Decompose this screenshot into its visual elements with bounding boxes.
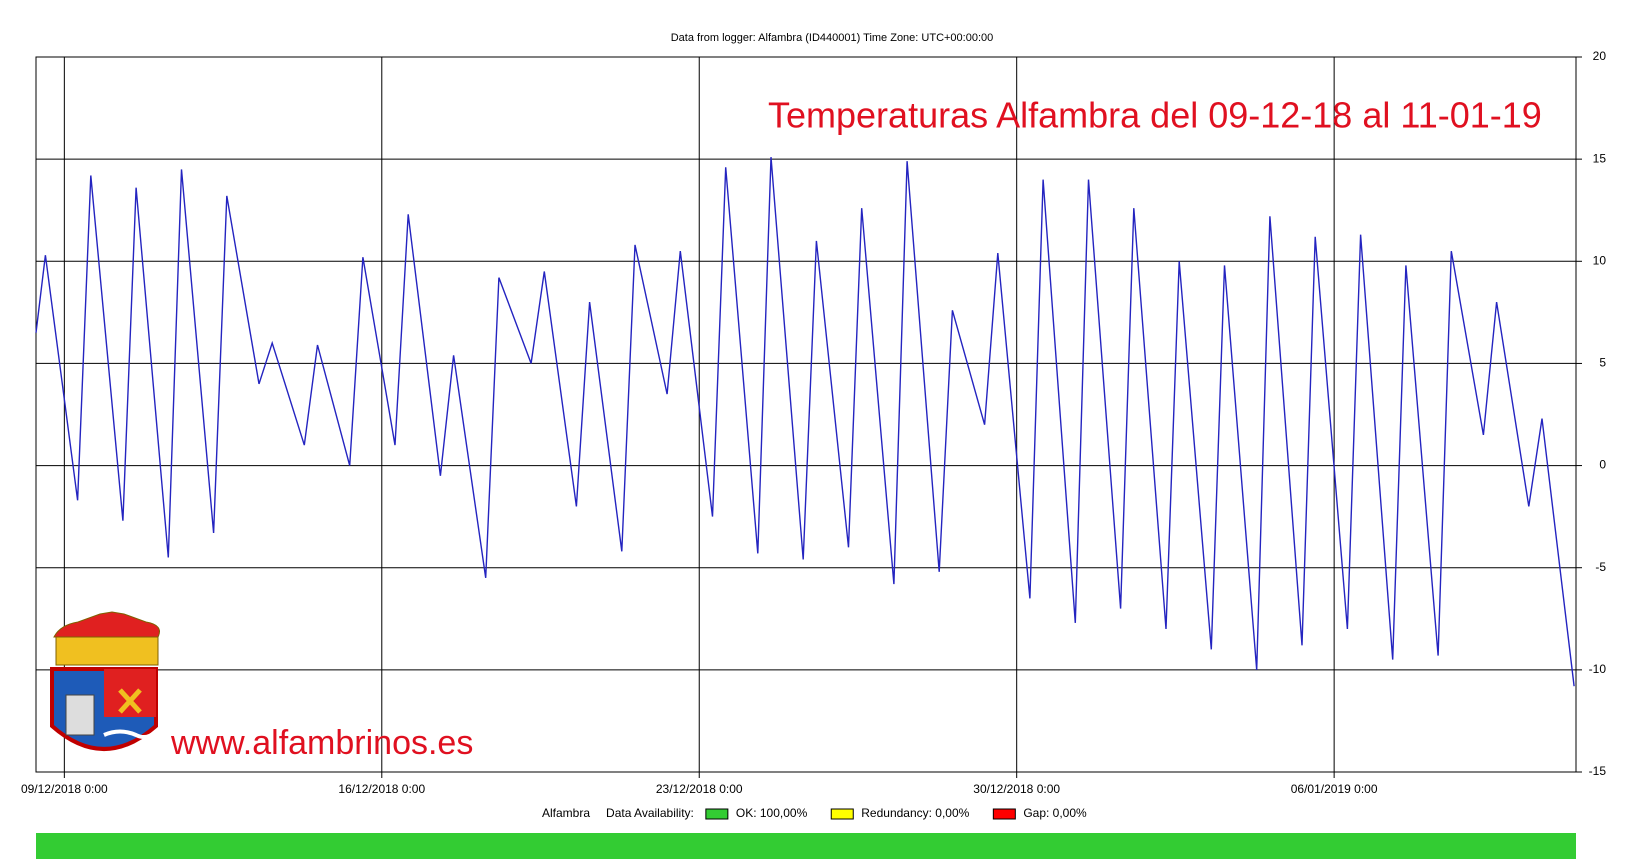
y-tick-label: 5 [1599,356,1606,370]
y-tick-label: -5 [1595,560,1606,574]
availability-bar [36,833,1576,859]
legend-swatch [830,808,854,820]
availability-label: Data Availability: [606,806,694,820]
data-line [35,157,1575,687]
legend: Alfambra Data Availability: OK: 100,00% Red… [36,806,1576,859]
y-tick-label: -15 [1589,764,1607,778]
x-tick-label: 16/12/2018 0:00 [338,782,425,796]
plot-area: -15 -10 -5 0 5 10 15 20 09/12/2018 0:00 16/12/201… [21,49,1606,796]
legend-label: OK: 100,00% [736,806,808,820]
chart-title: Temperaturas Alfambra del 09-12-18 al 11… [768,95,1542,136]
legend-swatch [992,808,1016,820]
y-tick-label: 20 [1593,49,1607,63]
legend-label: Alfambra [542,806,590,820]
x-tick-label: 06/01/2019 0:00 [1291,782,1378,796]
y-tick-label: 10 [1593,253,1607,267]
coat-of-arms [50,611,160,751]
watermark: www.alfambrinos.es [170,724,473,762]
x-tick-label: 23/12/2018 0:00 [656,782,743,796]
legend-swatch [705,808,729,820]
y-tick-label: 15 [1593,151,1607,165]
y-tick-label: -10 [1589,662,1607,676]
legend-label: Redundancy: 0,00% [861,806,969,820]
x-tick-label: 09/12/2018 0:00 [21,782,108,796]
legend-label: Gap: 0,00% [1023,806,1087,820]
x-tick-label: 30/12/2018 0:00 [973,782,1060,796]
y-tick-label: 0 [1599,458,1606,472]
header: Data from logger: Alfambra (ID440001) Ti… [671,32,994,44]
plot-frame [35,56,1577,773]
